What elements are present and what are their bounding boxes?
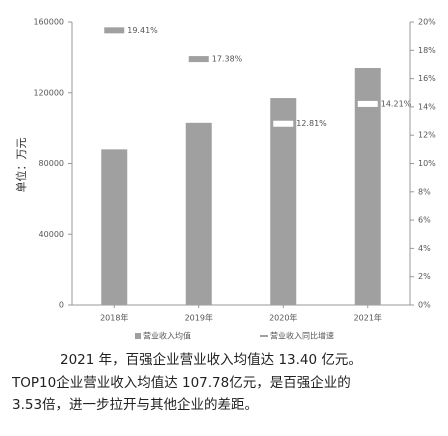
caption-line: 3.53倍，进一步拉开与其他企业的差距。	[12, 396, 258, 413]
y2-tick-label: 4%	[418, 244, 431, 253]
legend-swatch	[260, 335, 268, 337]
caption-line: TOP10企业营业收入均值达 107.78亿元，是百强企业的	[11, 374, 351, 391]
y2-tick-label: 20%	[418, 18, 436, 27]
growth-marker	[104, 27, 125, 34]
caption-line: 2021 年，百强企业营业收入均值达 13.40 亿元。	[60, 351, 362, 368]
x-tick-label: 2021年	[354, 313, 382, 323]
y2-tick-label: 12%	[418, 131, 436, 140]
y2-tick-label: 2%	[418, 272, 431, 281]
y-tick-label: 120000	[33, 88, 64, 97]
bar	[101, 149, 128, 305]
y2-tick-label: 6%	[418, 216, 431, 225]
y2-tick-label: 18%	[418, 46, 436, 55]
legend-label: 营业收入同比增速	[270, 331, 334, 341]
y2-tick-label: 8%	[418, 187, 431, 196]
y2-tick-label: 10%	[418, 159, 436, 168]
bar	[185, 122, 212, 305]
legend-swatch	[135, 333, 141, 339]
value-label: 14.21%	[381, 99, 412, 108]
x-tick-label: 2020年	[269, 313, 297, 323]
legend-label: 营业收入均值	[143, 331, 191, 341]
value-label: 19.41%	[127, 26, 158, 35]
x-tick-label: 2018年	[100, 313, 128, 323]
y-tick-label: 0	[59, 301, 64, 310]
y-tick-label: 40000	[39, 230, 64, 239]
growth-marker	[188, 56, 209, 63]
y2-tick-label: 16%	[418, 74, 436, 83]
value-label: 12.81%	[296, 119, 327, 128]
y-tick-label: 80000	[39, 159, 64, 168]
y2-tick-label: 14%	[418, 102, 436, 111]
y2-tick-label: 0%	[418, 301, 431, 310]
bar	[270, 98, 297, 306]
value-label: 17.38%	[212, 55, 243, 64]
growth-marker	[273, 120, 294, 127]
bar	[354, 67, 381, 305]
x-tick-label: 2019年	[185, 313, 213, 323]
y-tick-label: 160000	[33, 18, 64, 27]
growth-marker	[357, 100, 378, 107]
y-axis-label: 单位：万元	[14, 138, 28, 193]
